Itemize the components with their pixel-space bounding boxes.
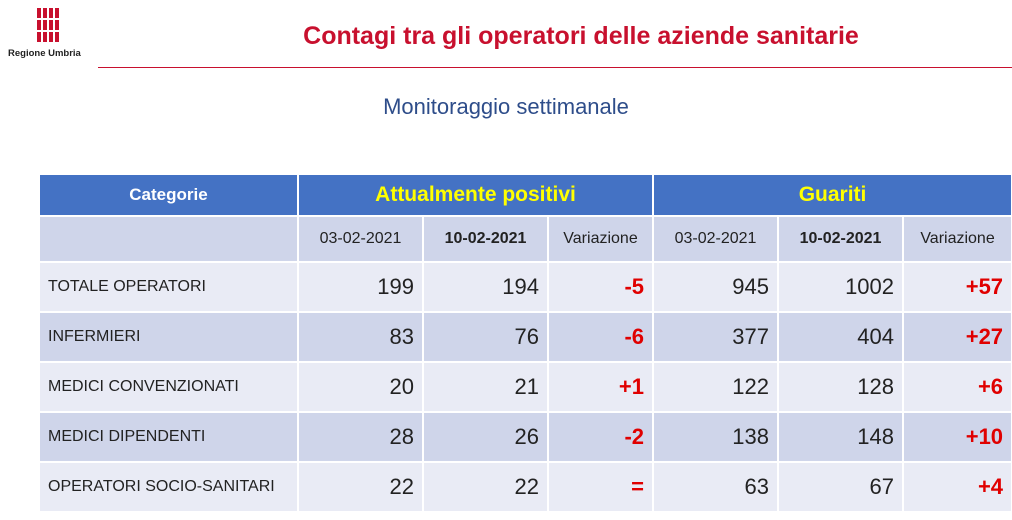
cell-gua-var: +27 (903, 311, 1012, 362)
cell-gua-b: 67 (778, 461, 905, 511)
table-header-row: Categorie Attualmente positivi Guariti (40, 175, 1012, 216)
cell-gua-b: 128 (778, 361, 905, 412)
table-row: MEDICI DIPENDENTI 28 26 -2 138 148 +10 (40, 411, 1012, 462)
logo-text: Regione Umbria (8, 48, 81, 59)
cell-gua-a: 63 (653, 461, 780, 511)
row-label: MEDICI CONVENZIONATI (40, 361, 299, 412)
cell-pos-b: 194 (423, 261, 549, 312)
slide-title: Contagi tra gli operatori delle aziende … (303, 22, 859, 50)
cell-pos-a: 20 (298, 361, 424, 412)
cell-pos-a: 22 (298, 461, 424, 511)
cell-gua-b: 404 (778, 311, 905, 362)
subheader-gua-date-1: 03-02-2021 (653, 215, 780, 262)
cell-pos-b: 76 (423, 311, 549, 362)
cell-gua-b: 148 (778, 411, 905, 462)
subheader-pos-date-2: 10-02-2021 (423, 215, 549, 262)
cell-pos-var: -2 (548, 411, 655, 462)
cell-gua-a: 377 (653, 311, 780, 362)
row-label: OPERATORI SOCIO-SANITARI (40, 461, 299, 511)
regione-umbria-logo: Regione Umbria (8, 6, 98, 62)
subheader-gua-variazione: Variazione (903, 215, 1012, 262)
cell-pos-a: 199 (298, 261, 424, 312)
cell-gua-var: +57 (903, 261, 1012, 312)
cell-pos-var: +1 (548, 361, 655, 412)
subheader-pos-date-1: 03-02-2021 (298, 215, 424, 262)
cell-gua-b: 1002 (778, 261, 905, 312)
cell-gua-var: +6 (903, 361, 1012, 412)
cell-gua-a: 138 (653, 411, 780, 462)
contagi-table: Categorie Attualmente positivi Guariti 0… (40, 175, 1012, 511)
cell-gua-var: +4 (903, 461, 1012, 511)
cell-pos-a: 83 (298, 311, 424, 362)
row-label: TOTALE OPERATORI (40, 261, 299, 312)
row-label: MEDICI DIPENDENTI (40, 411, 299, 462)
group-header-attualmente-positivi: Attualmente positivi (298, 175, 655, 216)
table-row: INFERMIERI 83 76 -6 377 404 +27 (40, 311, 1012, 362)
row-label: INFERMIERI (40, 311, 299, 362)
cell-gua-a: 122 (653, 361, 780, 412)
column-header-categorie: Categorie (40, 175, 299, 216)
slide-header: Regione Umbria Contagi tra gli operatori… (0, 0, 1012, 68)
subheader-pos-variazione: Variazione (548, 215, 655, 262)
header-divider (98, 67, 1012, 68)
subheader-gua-date-2: 10-02-2021 (778, 215, 905, 262)
cell-pos-b: 22 (423, 461, 549, 511)
cell-pos-b: 26 (423, 411, 549, 462)
cell-pos-var: = (548, 461, 655, 511)
group-header-guariti: Guariti (653, 175, 1012, 216)
table-row: OPERATORI SOCIO-SANITARI 22 22 = 63 67 +… (40, 461, 1012, 511)
cell-pos-b: 21 (423, 361, 549, 412)
table-row: MEDICI CONVENZIONATI 20 21 +1 122 128 +6 (40, 361, 1012, 412)
cell-gua-var: +10 (903, 411, 1012, 462)
subheader-empty (40, 215, 299, 262)
table-row: TOTALE OPERATORI 199 194 -5 945 1002 +57 (40, 261, 1012, 312)
table-subheader-row: 03-02-2021 10-02-2021 Variazione 03-02-2… (40, 215, 1012, 262)
cell-pos-var: -6 (548, 311, 655, 362)
regione-umbria-emblem-icon (35, 6, 63, 44)
cell-gua-a: 945 (653, 261, 780, 312)
cell-pos-var: -5 (548, 261, 655, 312)
slide-subtitle: Monitoraggio settimanale (383, 94, 629, 119)
cell-pos-a: 28 (298, 411, 424, 462)
